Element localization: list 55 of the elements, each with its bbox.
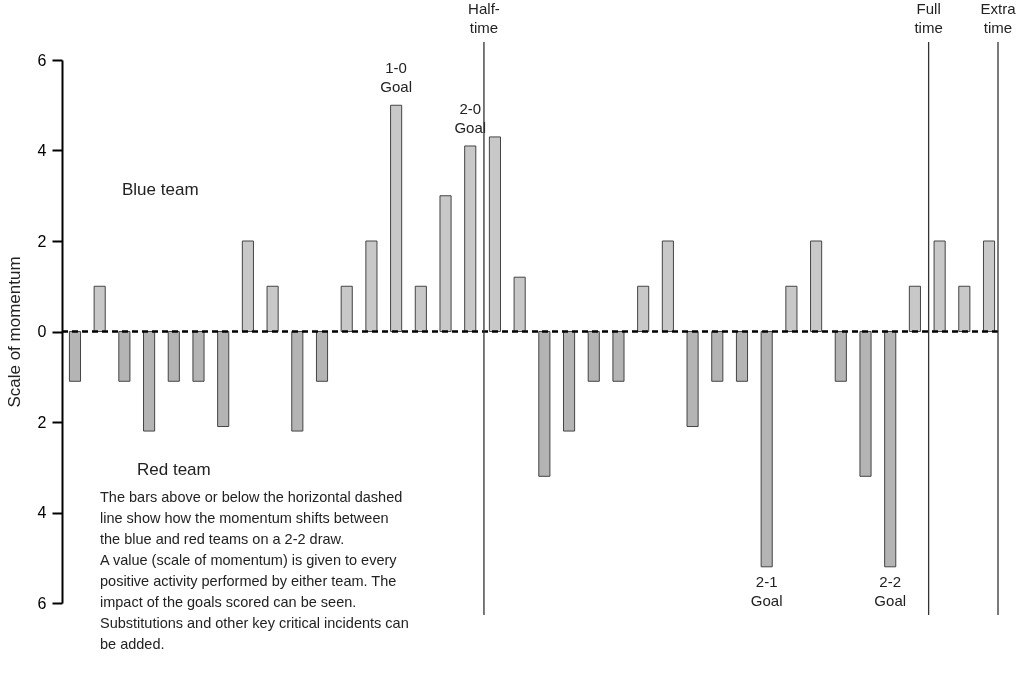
data-label: 2-2 Goal xyxy=(874,572,907,609)
bar xyxy=(563,331,576,432)
bar xyxy=(68,331,82,382)
bar xyxy=(315,331,329,382)
annotation: The bars above or below the horizontal dashed line show how the momentum shifts between the blue and red teams on a 2-2 draw. A value (scale of momentum) is given to every positive activity performed by either team. The impact of the goals scored can be seen. Substitutions and other key critical incidents can be added. xyxy=(100,489,409,652)
bar xyxy=(414,285,427,332)
y-tick-label: 6 xyxy=(37,51,47,69)
bar xyxy=(587,331,600,382)
bar xyxy=(661,240,674,332)
bar xyxy=(810,240,823,332)
bar xyxy=(291,331,304,432)
bar xyxy=(365,240,378,332)
bar xyxy=(538,331,551,477)
bar xyxy=(933,240,946,332)
bar xyxy=(464,145,477,332)
text: Half- time xyxy=(468,0,500,36)
bar xyxy=(637,285,650,332)
y-tick-label: 6 xyxy=(37,594,47,612)
bar xyxy=(217,331,230,428)
bar xyxy=(167,331,180,382)
bar xyxy=(834,331,847,382)
y-tick-label: 4 xyxy=(37,504,47,521)
bar xyxy=(192,331,205,382)
bar xyxy=(908,285,921,332)
annotation: Red team xyxy=(137,460,211,479)
y-tick-label: 0 xyxy=(37,323,47,340)
bar xyxy=(760,331,773,568)
y-tick-label: 4 xyxy=(37,142,47,159)
bar xyxy=(735,331,749,382)
annotation: Blue team xyxy=(122,180,199,199)
bar xyxy=(143,331,156,432)
bar xyxy=(513,276,526,332)
data-label: 2-1 Goal xyxy=(750,572,783,609)
bar xyxy=(266,285,279,332)
bar xyxy=(958,285,971,332)
bar xyxy=(884,331,897,568)
bar xyxy=(340,285,353,332)
bar xyxy=(982,240,996,332)
bar xyxy=(711,331,724,382)
y-tick-label: 2 xyxy=(37,232,47,250)
text: Extra time xyxy=(980,0,1017,36)
bar xyxy=(785,285,798,332)
bar xyxy=(439,195,452,332)
y-axis-title: Scale of momentum xyxy=(4,256,24,408)
text: Full time xyxy=(914,0,943,36)
bar xyxy=(93,285,106,332)
bar xyxy=(118,331,131,382)
y-tick-label: 2 xyxy=(37,413,47,431)
bar xyxy=(859,331,872,477)
bar xyxy=(686,331,699,428)
data-label: 1-0 Goal xyxy=(380,59,412,96)
bar xyxy=(488,136,501,332)
bar xyxy=(612,331,625,382)
bar xyxy=(390,104,403,332)
bar xyxy=(241,240,254,332)
